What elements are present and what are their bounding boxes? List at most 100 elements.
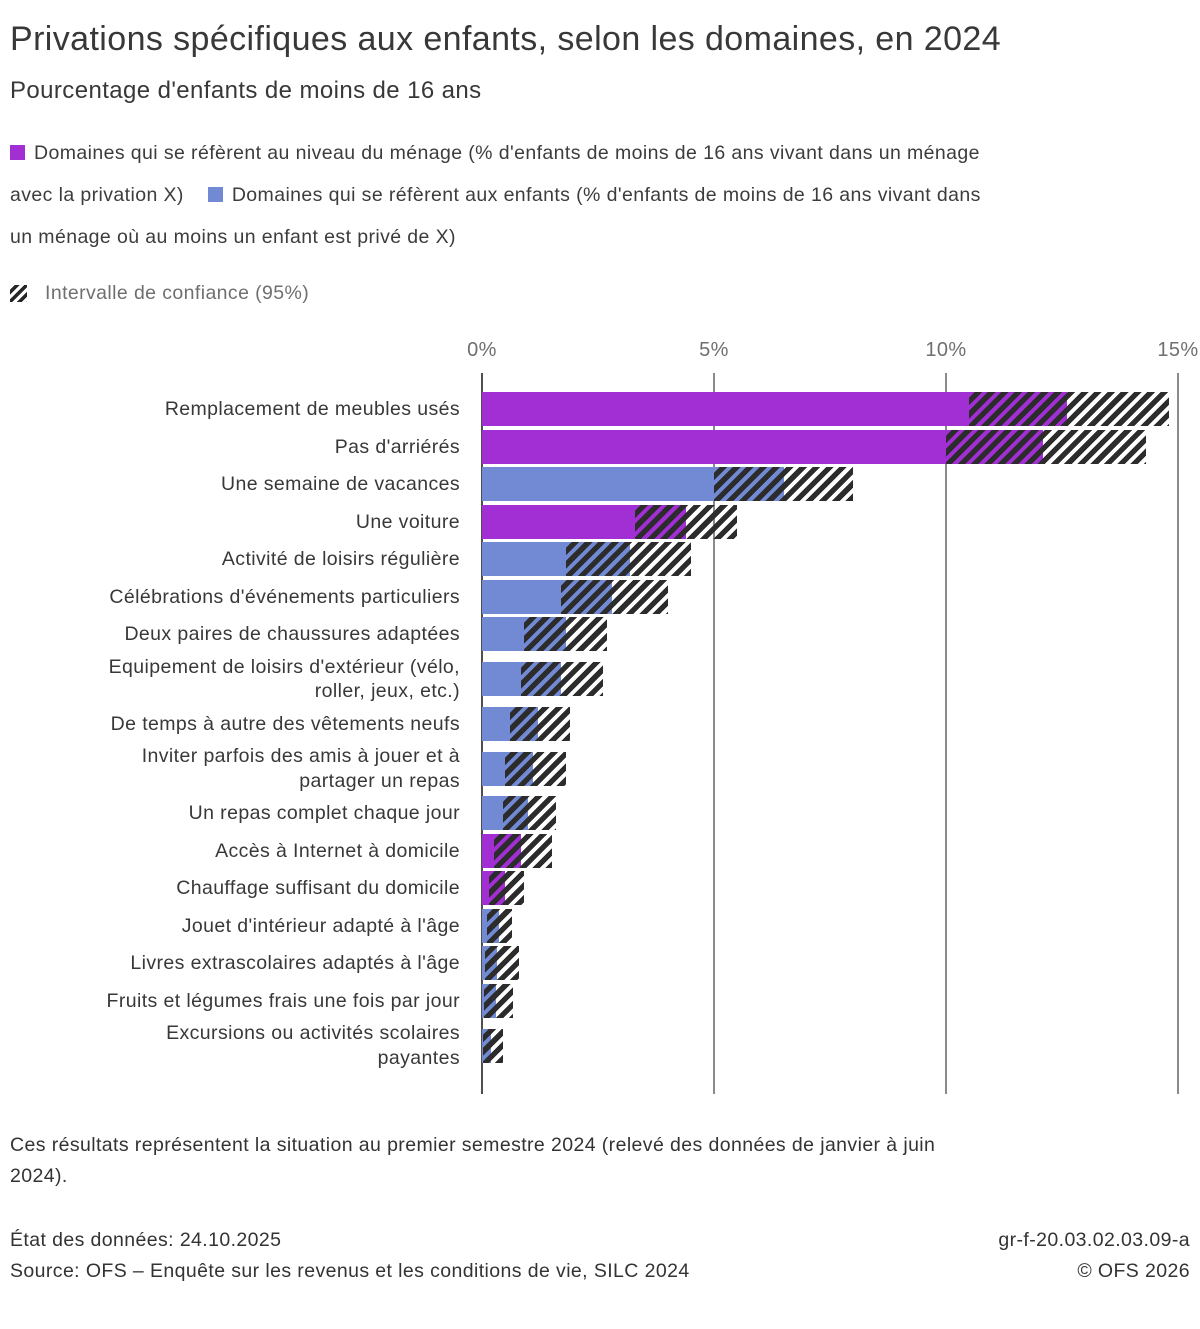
footer-row-status: État des données: 24.10.2025 gr-f-20.03.…	[10, 1225, 1190, 1256]
x-axis: 0% 5% 10% 15%	[10, 338, 1198, 365]
footnote: Ces résultats représentent la situation …	[10, 1130, 1190, 1193]
plot-area: Remplacement de meubles usés Pas d'arriér…	[10, 372, 1190, 1094]
legend-text: Domaines qui se réfèrent au niveau du mé…	[34, 141, 980, 164]
x-axis-tick-label: 0%	[467, 338, 497, 361]
bar-track	[482, 579, 1190, 614]
footer-row-source: Source: OFS – Enquête sur les revenus et…	[10, 1256, 1190, 1287]
category-label: Inviter parfois des amis à jouer et à par…	[10, 744, 482, 793]
legend-swatch-menage	[10, 144, 25, 160]
confidence-interval-band	[635, 504, 738, 539]
confidence-interval-label: Intervalle de confiance (95%)	[45, 281, 310, 304]
bar-track	[482, 429, 1190, 464]
confidence-interval-band	[946, 429, 1146, 464]
category-label-line: partager un repas	[299, 769, 460, 792]
bar-track	[482, 662, 1190, 697]
category-label-line: De temps à autre des vêtements neufs	[110, 712, 460, 735]
chart-row: De temps à autre des vêtements neufs	[10, 705, 1190, 743]
chart-row: Deux paires de chaussures adaptées	[10, 616, 1190, 654]
confidence-interval-legend: Intervalle de confiance (95%)	[10, 282, 1190, 305]
category-label: Fruits et légumes frais une fois par jou…	[10, 989, 482, 1013]
category-label-line: Accès à Internet à domicile	[215, 839, 460, 862]
confidence-interval-band	[493, 833, 552, 868]
category-label-line: Livres extrascolaires adaptés à l'âge	[130, 952, 460, 975]
category-label: Livres extrascolaires adaptés à l'âge	[10, 951, 482, 975]
category-label-line: Célébrations d'événements particuliers	[109, 585, 460, 608]
category-label-line: Une voiture	[355, 510, 460, 533]
chart-row: Une voiture	[10, 503, 1190, 541]
chart-row: Excursions ou activités scolaires payante…	[10, 1020, 1190, 1072]
legend-text: un ménage où au moins un enfant est priv…	[10, 225, 456, 248]
legend-line: avec la privation X) Domaines qui se réfè…	[10, 174, 1190, 216]
data-status: État des données: 24.10.2025	[10, 1228, 282, 1251]
category-label: Deux paires de chaussures adaptées	[10, 622, 482, 646]
legend-text: avec la privation X)	[10, 183, 184, 206]
gridline	[713, 372, 715, 1094]
bar-track	[482, 504, 1190, 539]
x-axis-tick-label: 5%	[699, 338, 729, 361]
legend-swatch-enfants	[207, 186, 223, 202]
category-label: Chauffage suffisant du domicile	[10, 876, 482, 900]
page-subtitle: Pourcentage d'enfants de moins de 16 ans	[10, 76, 482, 104]
chart-row: Célébrations d'événements particuliers	[10, 578, 1190, 616]
bar-track	[482, 617, 1190, 652]
confidence-interval-band	[486, 908, 513, 943]
bar-track	[482, 706, 1190, 741]
category-label-line: Inviter parfois des amis à jouer et à	[141, 745, 460, 768]
category-label-line: Chauffage suffisant du domicile	[176, 877, 460, 900]
bar-track	[482, 1028, 1190, 1063]
footnote-line: Ces résultats représentent la situation …	[10, 1133, 936, 1156]
legend-line: Domaines qui se réfèrent au niveau du mé…	[10, 132, 1190, 174]
confidence-interval-hatch-icon	[10, 284, 27, 302]
category-label: Jouet d'intérieur adapté à l'âge	[10, 914, 482, 938]
category-label-line: Un repas complet chaque jour	[188, 802, 460, 825]
figure-reference: gr-f-20.03.02.03.09-a	[998, 1228, 1190, 1251]
category-label: Activité de loisirs régulière	[10, 547, 482, 571]
category-label-line: roller, jeux, etc.)	[314, 680, 460, 703]
bar-track	[482, 871, 1190, 906]
gridline	[1177, 372, 1179, 1094]
bar-track	[482, 983, 1190, 1018]
chart-row: Activité de loisirs régulière	[10, 541, 1190, 579]
confidence-interval-band	[560, 579, 668, 614]
category-label: Une voiture	[10, 510, 482, 534]
category-label: De temps à autre des vêtements neufs	[10, 712, 482, 736]
chart-row: Un repas complet chaque jour	[10, 795, 1190, 833]
bar-track	[482, 796, 1190, 831]
category-label: Un repas complet chaque jour	[10, 801, 482, 825]
category-label-line: Excursions ou activités scolaires	[166, 1022, 460, 1045]
bar-rows: Remplacement de meubles usés Pas d'arriér…	[10, 373, 1190, 1094]
confidence-interval-band	[488, 871, 524, 906]
confidence-interval-band	[523, 617, 608, 652]
legend-line: un ménage où au moins un enfant est priv…	[10, 216, 1190, 258]
confidence-interval-band	[484, 983, 514, 1018]
category-label-line: Deux paires de chaussures adaptées	[124, 623, 460, 646]
confidence-interval-band	[969, 392, 1169, 427]
category-label: Une semaine de vacances	[10, 472, 482, 496]
category-label-line: Jouet d'intérieur adapté à l'âge	[181, 914, 460, 937]
copyright: © OFS 2026	[1077, 1259, 1190, 1282]
confidence-interval-band	[521, 662, 603, 697]
bar-track	[482, 467, 1190, 502]
category-label-line: Activité de loisirs régulière	[221, 548, 460, 571]
chart-row: Jouet d'intérieur adapté à l'âge	[10, 907, 1190, 945]
chart-row: Inviter parfois des amis à jouer et à par…	[10, 743, 1190, 795]
category-label: Pas d'arriérés	[10, 435, 482, 459]
confidence-interval-band	[505, 751, 566, 786]
chart-row: Pas d'arriérés	[10, 428, 1190, 466]
chart-row: Livres extrascolaires adaptés à l'âge	[10, 945, 1190, 983]
bar-track	[482, 833, 1190, 868]
chart-row: Accès à Internet à domicile	[10, 832, 1190, 870]
category-label: Célébrations d'événements particuliers	[10, 585, 482, 609]
legend: Domaines qui se réfèrent au niveau du mé…	[10, 132, 1190, 258]
bar-track	[482, 946, 1190, 981]
chart-row: Fruits et légumes frais une fois par jou…	[10, 982, 1190, 1020]
category-label-line: payantes	[377, 1046, 460, 1069]
legend-text: Domaines qui se réfèrent aux enfants (% …	[231, 183, 981, 206]
confidence-interval-band	[483, 1028, 504, 1063]
footnote-line: 2024).	[10, 1165, 68, 1188]
confidence-interval-band	[485, 946, 520, 981]
category-label: Remplacement de meubles usés	[10, 397, 482, 421]
chart-row: Equipement de loisirs d'extérieur (vélo,…	[10, 653, 1190, 705]
category-label-line: Pas d'arriérés	[334, 435, 460, 458]
